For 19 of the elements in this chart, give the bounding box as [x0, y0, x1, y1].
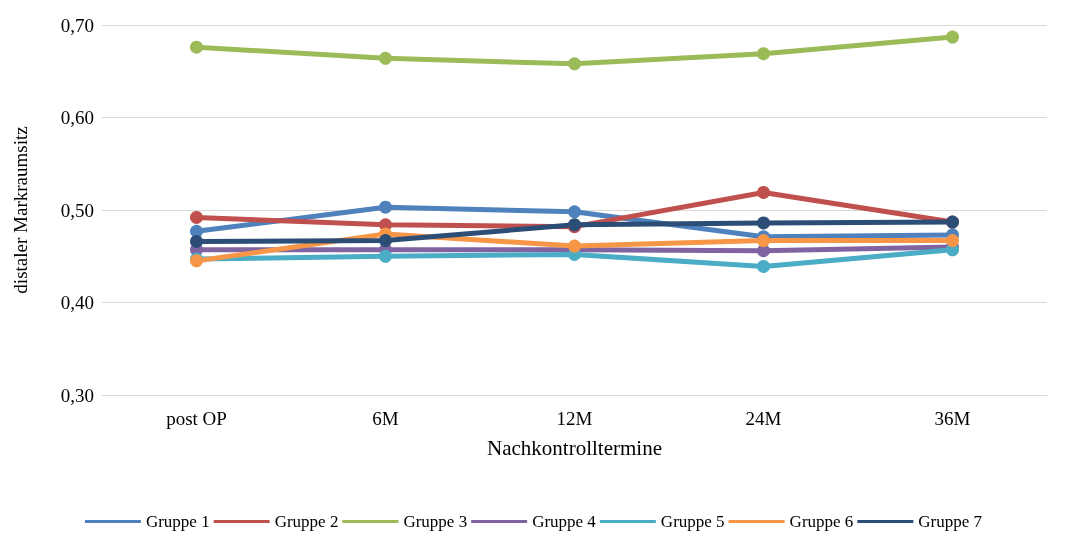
y-tick-label: 0,60 [60, 107, 94, 128]
legend-label: Gruppe 2 [274, 512, 339, 531]
x-tick-label: 24M [745, 408, 782, 429]
x-tick-label: 36M [934, 408, 971, 429]
y-tick-label: 0,50 [60, 199, 94, 221]
legend-label: Gruppe 6 [789, 512, 854, 531]
legend-label: Gruppe 7 [918, 512, 983, 531]
x-tick-label: post OP [166, 408, 227, 429]
legend-label: Gruppe 1 [145, 512, 210, 531]
y-tick-label: 0,40 [60, 292, 94, 313]
x-tick-label: 6M [372, 408, 399, 429]
x-tick-label: 12M [556, 408, 593, 429]
x-axis-title: Nachkontrolltermine [487, 435, 662, 460]
legend-label: Gruppe 5 [660, 512, 725, 531]
legend-label: Gruppe 3 [403, 512, 468, 531]
y-tick-label: 0,30 [60, 384, 94, 406]
y-tick-label: 0,70 [60, 14, 94, 36]
y-axis-title: distaler Markraumsitz [10, 126, 31, 294]
legend-label: Gruppe 4 [532, 512, 597, 531]
